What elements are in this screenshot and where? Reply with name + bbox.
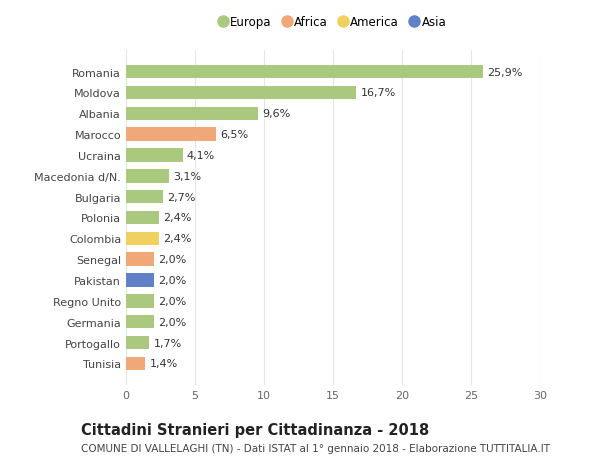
Text: 4,1%: 4,1% xyxy=(187,151,215,161)
Bar xyxy=(126,232,159,246)
Text: 6,5%: 6,5% xyxy=(220,130,248,140)
Bar xyxy=(126,294,154,308)
Text: 16,7%: 16,7% xyxy=(361,88,396,98)
Bar xyxy=(126,107,259,121)
Bar xyxy=(126,357,145,370)
Legend: Europa, Africa, America, Asia: Europa, Africa, America, Asia xyxy=(220,16,446,29)
Text: 1,4%: 1,4% xyxy=(149,358,178,369)
Bar xyxy=(126,211,159,225)
Text: 3,1%: 3,1% xyxy=(173,172,201,181)
Bar xyxy=(126,128,216,142)
Bar xyxy=(126,149,182,162)
Bar xyxy=(126,253,154,266)
Bar xyxy=(126,86,356,100)
Text: 2,0%: 2,0% xyxy=(158,275,186,285)
Bar xyxy=(126,274,154,287)
Text: 2,0%: 2,0% xyxy=(158,317,186,327)
Text: 25,9%: 25,9% xyxy=(488,67,523,78)
Bar xyxy=(126,336,149,350)
Bar xyxy=(126,66,484,79)
Bar xyxy=(126,190,163,204)
Text: COMUNE DI VALLELAGHI (TN) - Dati ISTAT al 1° gennaio 2018 - Elaborazione TUTTITA: COMUNE DI VALLELAGHI (TN) - Dati ISTAT a… xyxy=(81,443,550,453)
Text: 9,6%: 9,6% xyxy=(263,109,291,119)
Text: 2,7%: 2,7% xyxy=(167,192,196,202)
Text: 1,7%: 1,7% xyxy=(154,338,182,348)
Bar xyxy=(126,170,169,183)
Text: Cittadini Stranieri per Cittadinanza - 2018: Cittadini Stranieri per Cittadinanza - 2… xyxy=(81,422,429,437)
Text: 2,0%: 2,0% xyxy=(158,255,186,264)
Text: 2,0%: 2,0% xyxy=(158,296,186,306)
Bar xyxy=(126,315,154,329)
Text: 2,4%: 2,4% xyxy=(163,234,191,244)
Text: 2,4%: 2,4% xyxy=(163,213,191,223)
